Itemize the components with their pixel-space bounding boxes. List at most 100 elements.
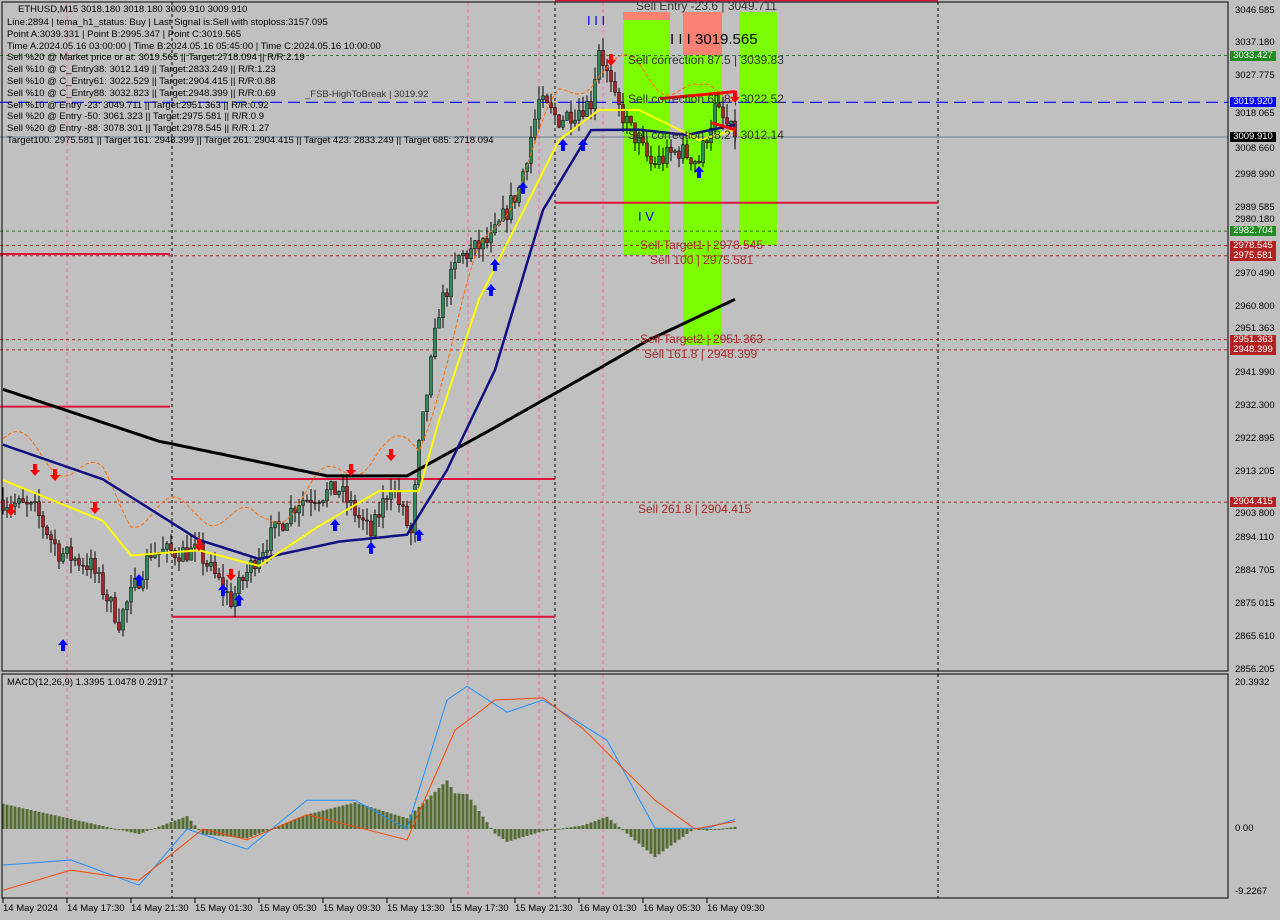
- candle-body: [321, 500, 325, 504]
- buy-arrow-icon: [578, 138, 588, 151]
- candle-body: [413, 484, 417, 534]
- macd-histogram-bar: [149, 829, 153, 830]
- macd-histogram-bar: [65, 818, 69, 829]
- candle-body: [17, 498, 21, 504]
- candle-body: [653, 163, 657, 166]
- candle-body: [421, 411, 425, 441]
- macd-histogram-bar: [501, 829, 505, 840]
- macd-histogram-bar: [25, 809, 29, 829]
- price-tick: 2998.990: [1235, 169, 1275, 181]
- candle-body: [225, 591, 229, 593]
- macd-histogram-bar: [41, 812, 45, 829]
- time-tick: 16 May 05:30: [643, 903, 701, 914]
- candle-body: [293, 508, 297, 514]
- macd-histogram-bar: [9, 805, 13, 829]
- sell1618-label: Sell 161.8 | 2948.399: [644, 347, 758, 361]
- candle-body: [33, 501, 37, 504]
- macd-histogram-bar: [121, 829, 125, 831]
- macd-histogram-bar: [425, 799, 429, 829]
- macd-histogram-bar: [461, 793, 465, 829]
- macd-histogram-bar: [61, 817, 65, 829]
- macd-histogram-bar: [133, 829, 137, 834]
- candle-body: [429, 356, 433, 396]
- vertical-separators: [66, 2, 939, 898]
- sell-entry-label: Sell Entry -23.6 | 3049.711: [636, 0, 777, 13]
- buy-arrow-icon: [518, 181, 528, 194]
- sell-arrow-icon: [30, 463, 40, 476]
- macd-histogram-bar: [597, 819, 601, 829]
- price-tag: 2904.415: [1230, 497, 1276, 508]
- candle-body: [365, 519, 369, 522]
- macd-histogram-bar: [437, 788, 441, 829]
- candle-body: [141, 579, 145, 589]
- candle-body: [165, 543, 169, 550]
- macd-histogram-bar: [441, 784, 445, 829]
- macd-histogram-bar: [225, 829, 229, 837]
- candle-body: [729, 120, 733, 125]
- sell-arrow-icon: [194, 539, 204, 552]
- macd-histogram-bar: [621, 829, 625, 831]
- candle-body: [29, 502, 33, 505]
- macd-histogram-bar: [369, 807, 373, 829]
- candle-body: [489, 232, 493, 243]
- candle-body: [657, 155, 661, 166]
- candle-body: [633, 122, 637, 144]
- macd-histogram-bar: [469, 799, 473, 829]
- time-tick: 16 May 09:30: [707, 903, 765, 914]
- price-tick: 2865.610: [1235, 630, 1275, 642]
- candle-body: [5, 507, 9, 511]
- candle-body: [145, 555, 149, 580]
- macd-histogram-bar: [125, 829, 129, 832]
- info-line: Sell %10 @ Entry -23: 3049.711 || Target…: [7, 99, 269, 111]
- candle-body: [97, 572, 101, 574]
- candle-body: [545, 95, 549, 103]
- macd-histogram-bar: [365, 806, 369, 829]
- candle-body: [677, 150, 681, 159]
- macd-histogram-bar: [17, 807, 21, 829]
- macd-histogram-bar: [617, 826, 621, 829]
- candle-body: [113, 597, 117, 623]
- candle-body: [589, 100, 593, 110]
- macd-histogram-bar: [229, 829, 233, 837]
- price-tick: 2913.205: [1235, 465, 1275, 477]
- macd-main-line: [2, 685, 736, 886]
- macd-histogram-bar: [141, 829, 145, 833]
- time-tick: 14 May 17:30: [67, 903, 125, 914]
- candle-body: [57, 543, 61, 562]
- candle-body: [245, 572, 249, 582]
- macd-histogram-bar: [481, 816, 485, 829]
- macd-histogram-bar: [629, 829, 633, 837]
- candle-body: [405, 505, 409, 526]
- candle-body: [273, 521, 277, 529]
- macd-histogram-bar: [169, 822, 173, 829]
- trend-line: [711, 121, 736, 132]
- candle-body: [333, 481, 337, 495]
- macd-histogram-bar: [1, 803, 5, 829]
- macd-histogram-bar: [57, 816, 61, 829]
- macd-histogram-bar: [45, 813, 49, 829]
- macd-histogram-bar: [201, 829, 205, 835]
- macd-histogram-bar: [261, 829, 265, 833]
- candle-body: [573, 119, 577, 124]
- macd-histogram-bar: [377, 809, 381, 829]
- macd-histogram-bar: [429, 795, 433, 829]
- candle-body: [685, 144, 689, 159]
- macd-histogram-bar: [457, 793, 461, 829]
- macd-histogram-bar: [233, 829, 237, 838]
- sell100-label: Sell 100 | 2975.581: [650, 253, 754, 267]
- macd-histogram-bar: [361, 804, 365, 829]
- macd-histogram-bar: [205, 829, 209, 835]
- candle-body: [237, 577, 241, 594]
- candle-body: [313, 502, 317, 504]
- macd-histogram-bar: [49, 814, 53, 829]
- candle-body: [233, 593, 237, 607]
- candle-body: [465, 253, 469, 259]
- macd-histogram-bar: [85, 822, 89, 829]
- candle-body: [693, 161, 697, 165]
- macd-histogram-bar: [549, 829, 553, 831]
- candle-body: [445, 292, 449, 297]
- candle-body: [121, 609, 125, 631]
- candle-body: [117, 621, 121, 631]
